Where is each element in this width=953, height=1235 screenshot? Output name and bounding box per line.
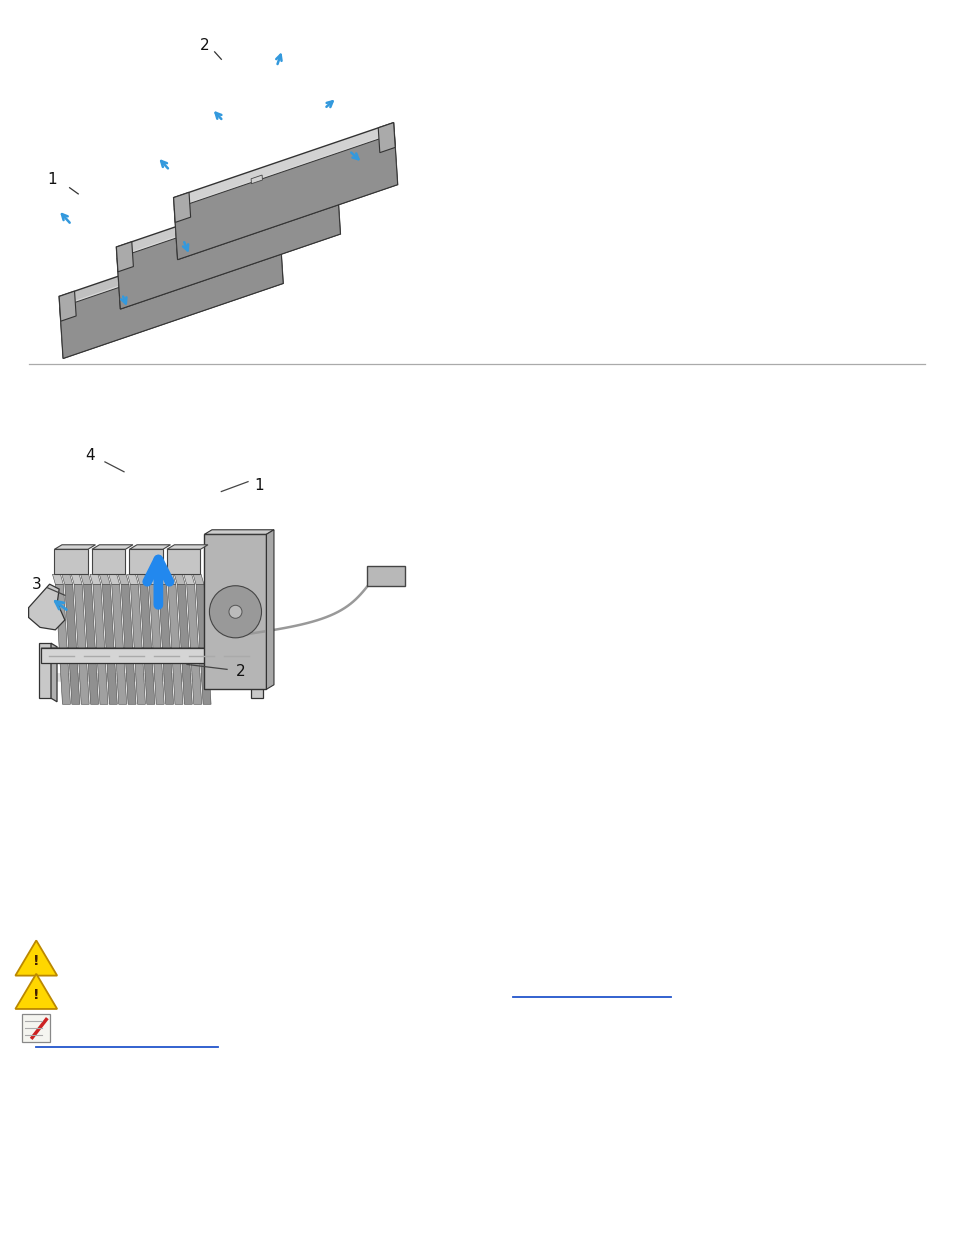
Text: 2: 2 (235, 664, 245, 679)
Polygon shape (173, 122, 397, 259)
Polygon shape (136, 574, 148, 584)
Polygon shape (251, 175, 262, 184)
Polygon shape (92, 584, 108, 704)
Polygon shape (54, 545, 95, 550)
Polygon shape (62, 574, 72, 584)
Bar (367, 567, 405, 587)
Polygon shape (204, 535, 266, 689)
Polygon shape (193, 574, 204, 584)
Polygon shape (59, 221, 283, 358)
Polygon shape (51, 643, 57, 701)
Polygon shape (71, 574, 82, 584)
Text: 1: 1 (254, 478, 264, 493)
Polygon shape (41, 648, 273, 655)
Polygon shape (118, 574, 129, 584)
Polygon shape (263, 221, 280, 252)
Polygon shape (130, 545, 171, 550)
Polygon shape (174, 132, 396, 251)
Polygon shape (59, 291, 76, 321)
Polygon shape (15, 973, 57, 1009)
Text: 2: 2 (200, 38, 210, 53)
Polygon shape (174, 574, 185, 584)
Polygon shape (109, 574, 119, 584)
Polygon shape (65, 226, 281, 320)
Polygon shape (167, 550, 200, 574)
Polygon shape (136, 274, 148, 283)
Polygon shape (116, 172, 340, 309)
Polygon shape (167, 545, 208, 550)
Text: 3: 3 (31, 577, 41, 592)
Polygon shape (128, 574, 138, 584)
Polygon shape (140, 584, 154, 704)
Text: !: ! (33, 988, 39, 1002)
Polygon shape (377, 122, 395, 153)
Polygon shape (146, 574, 157, 584)
Polygon shape (41, 648, 261, 663)
Polygon shape (177, 584, 193, 704)
Polygon shape (165, 574, 175, 584)
Polygon shape (84, 584, 98, 704)
Polygon shape (55, 584, 71, 704)
Polygon shape (117, 183, 340, 309)
Polygon shape (102, 584, 117, 704)
Polygon shape (204, 530, 274, 535)
Polygon shape (149, 584, 164, 704)
Polygon shape (54, 550, 88, 574)
Polygon shape (196, 584, 211, 704)
Polygon shape (91, 550, 126, 574)
Text: 4: 4 (85, 448, 94, 463)
Polygon shape (90, 574, 101, 584)
Polygon shape (91, 545, 132, 550)
Circle shape (210, 585, 261, 637)
Polygon shape (131, 584, 145, 704)
Polygon shape (43, 673, 267, 682)
Text: 1: 1 (48, 172, 57, 186)
Polygon shape (74, 584, 89, 704)
Polygon shape (184, 574, 194, 584)
Polygon shape (266, 530, 274, 689)
FancyBboxPatch shape (22, 1014, 51, 1041)
Polygon shape (173, 193, 191, 222)
Polygon shape (158, 584, 173, 704)
Polygon shape (65, 584, 80, 704)
Polygon shape (187, 584, 201, 704)
Polygon shape (174, 133, 397, 259)
Text: !: ! (33, 955, 39, 968)
Polygon shape (116, 242, 133, 272)
Polygon shape (155, 574, 167, 584)
Polygon shape (60, 232, 283, 358)
Polygon shape (29, 584, 65, 630)
Polygon shape (117, 182, 339, 300)
Polygon shape (99, 574, 111, 584)
Polygon shape (121, 584, 136, 704)
Polygon shape (80, 574, 91, 584)
Circle shape (229, 605, 242, 619)
Polygon shape (320, 172, 337, 203)
Polygon shape (193, 225, 205, 233)
Polygon shape (112, 584, 127, 704)
Polygon shape (130, 550, 163, 574)
Polygon shape (60, 231, 282, 350)
Polygon shape (15, 940, 57, 976)
Polygon shape (51, 648, 256, 652)
Polygon shape (39, 643, 51, 698)
Polygon shape (251, 643, 263, 698)
Polygon shape (168, 584, 183, 704)
Polygon shape (52, 574, 63, 584)
